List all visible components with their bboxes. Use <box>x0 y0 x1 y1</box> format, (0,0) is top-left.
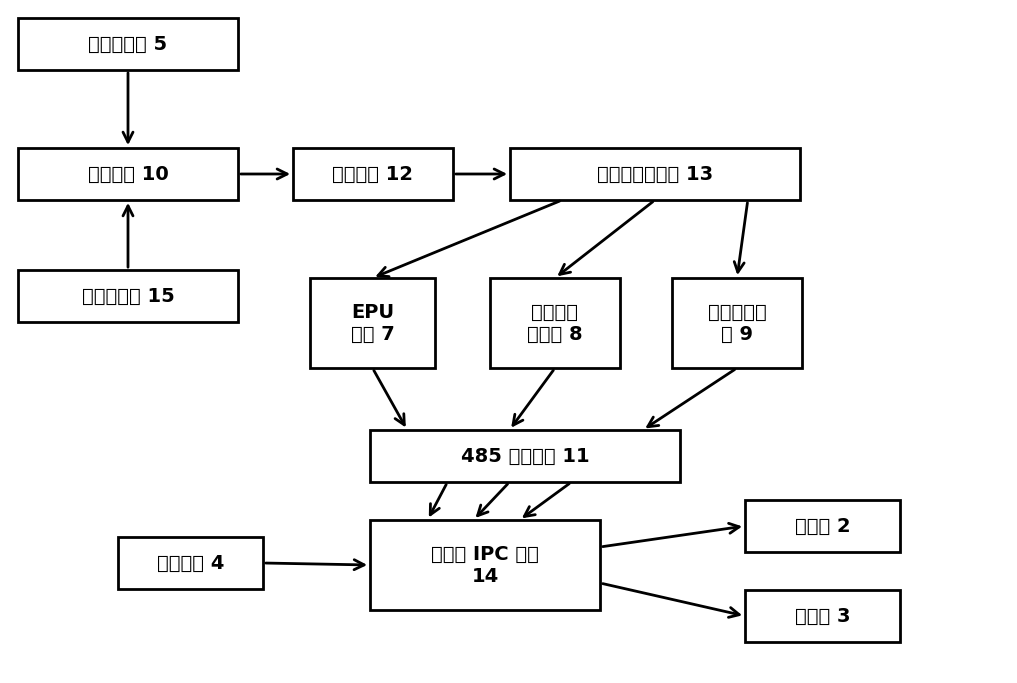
Text: 按钮开关 4: 按钮开关 4 <box>157 553 224 572</box>
Text: 漏电检测模
块 9: 漏电检测模 块 9 <box>708 303 767 344</box>
Bar <box>18 148 238 200</box>
Text: 待检模块 10: 待检模块 10 <box>87 165 169 184</box>
Text: EPU
模块 7: EPU 模块 7 <box>351 303 395 344</box>
Text: 指示灯 2: 指示灯 2 <box>794 516 850 535</box>
Bar <box>672 278 802 368</box>
Text: 耦合模块 12: 耦合模块 12 <box>333 165 414 184</box>
Text: 信号转化器模块 13: 信号转化器模块 13 <box>597 165 713 184</box>
Text: 485 通讯电缆 11: 485 通讯电缆 11 <box>461 447 589 466</box>
Bar <box>745 590 900 642</box>
Bar <box>118 537 263 589</box>
Bar <box>490 278 620 368</box>
Text: 电机保护
器模块 8: 电机保护 器模块 8 <box>527 303 583 344</box>
Bar <box>293 148 453 200</box>
Bar <box>745 500 900 552</box>
Text: 主控器 IPC 模块
14: 主控器 IPC 模块 14 <box>431 544 539 585</box>
Bar <box>510 148 800 200</box>
Bar <box>18 18 238 70</box>
Bar <box>18 270 238 322</box>
Text: 显示屏 3: 显示屏 3 <box>794 607 850 626</box>
Text: 信号发生器 5: 信号发生器 5 <box>88 35 168 53</box>
Bar <box>370 430 680 482</box>
Text: 模拟电位器 15: 模拟电位器 15 <box>81 286 174 305</box>
Bar <box>370 520 600 610</box>
Bar <box>310 278 435 368</box>
